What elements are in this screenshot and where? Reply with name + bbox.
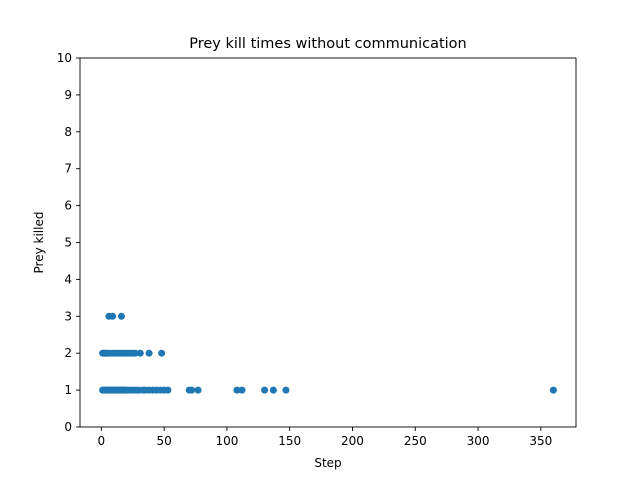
y-axis-ticks: 0 1 2 3 4 5 6 7 8 9 10 bbox=[57, 51, 80, 434]
y-tick-label: 7 bbox=[64, 162, 72, 176]
data-point bbox=[109, 312, 117, 320]
x-tick-label: 350 bbox=[529, 434, 552, 448]
plot-frame bbox=[79, 57, 577, 428]
data-point bbox=[194, 386, 202, 394]
y-tick-label: 5 bbox=[64, 236, 72, 250]
data-point bbox=[233, 386, 241, 394]
y-tick-label: 6 bbox=[64, 199, 72, 213]
data-points bbox=[99, 312, 557, 394]
data-point bbox=[164, 386, 172, 394]
chart-title: Prey kill times without communication bbox=[189, 36, 467, 52]
x-tick-label: 200 bbox=[341, 434, 364, 448]
data-point bbox=[269, 386, 277, 394]
y-tick-label: 1 bbox=[64, 383, 72, 397]
y-tick-label: 4 bbox=[64, 272, 72, 286]
y-tick-label: 3 bbox=[64, 309, 72, 323]
x-tick-label: 250 bbox=[404, 434, 427, 448]
x-tick-label: 0 bbox=[98, 434, 106, 448]
y-tick-label: 0 bbox=[64, 420, 72, 434]
y-tick-label: 8 bbox=[64, 125, 72, 139]
x-axis-ticks: 0 50 100 150 200 250 300 350 bbox=[98, 427, 552, 448]
data-point bbox=[282, 386, 290, 394]
x-tick-label: 100 bbox=[215, 434, 238, 448]
data-point bbox=[117, 312, 125, 320]
x-axis-label: Step bbox=[314, 456, 341, 470]
x-tick-label: 300 bbox=[467, 434, 490, 448]
x-tick-label: 150 bbox=[278, 434, 301, 448]
data-point bbox=[145, 349, 153, 357]
x-tick-label: 50 bbox=[156, 434, 171, 448]
y-axis-label: Prey killed bbox=[32, 212, 46, 274]
data-point bbox=[261, 386, 269, 394]
data-point bbox=[238, 386, 246, 394]
y-tick-label: 9 bbox=[64, 88, 72, 102]
y-tick-label: 2 bbox=[64, 346, 72, 360]
data-point bbox=[136, 349, 144, 357]
data-point bbox=[188, 386, 196, 394]
data-point bbox=[158, 349, 166, 357]
data-point bbox=[131, 349, 139, 357]
data-point bbox=[549, 386, 557, 394]
y-tick-label: 10 bbox=[57, 51, 72, 65]
